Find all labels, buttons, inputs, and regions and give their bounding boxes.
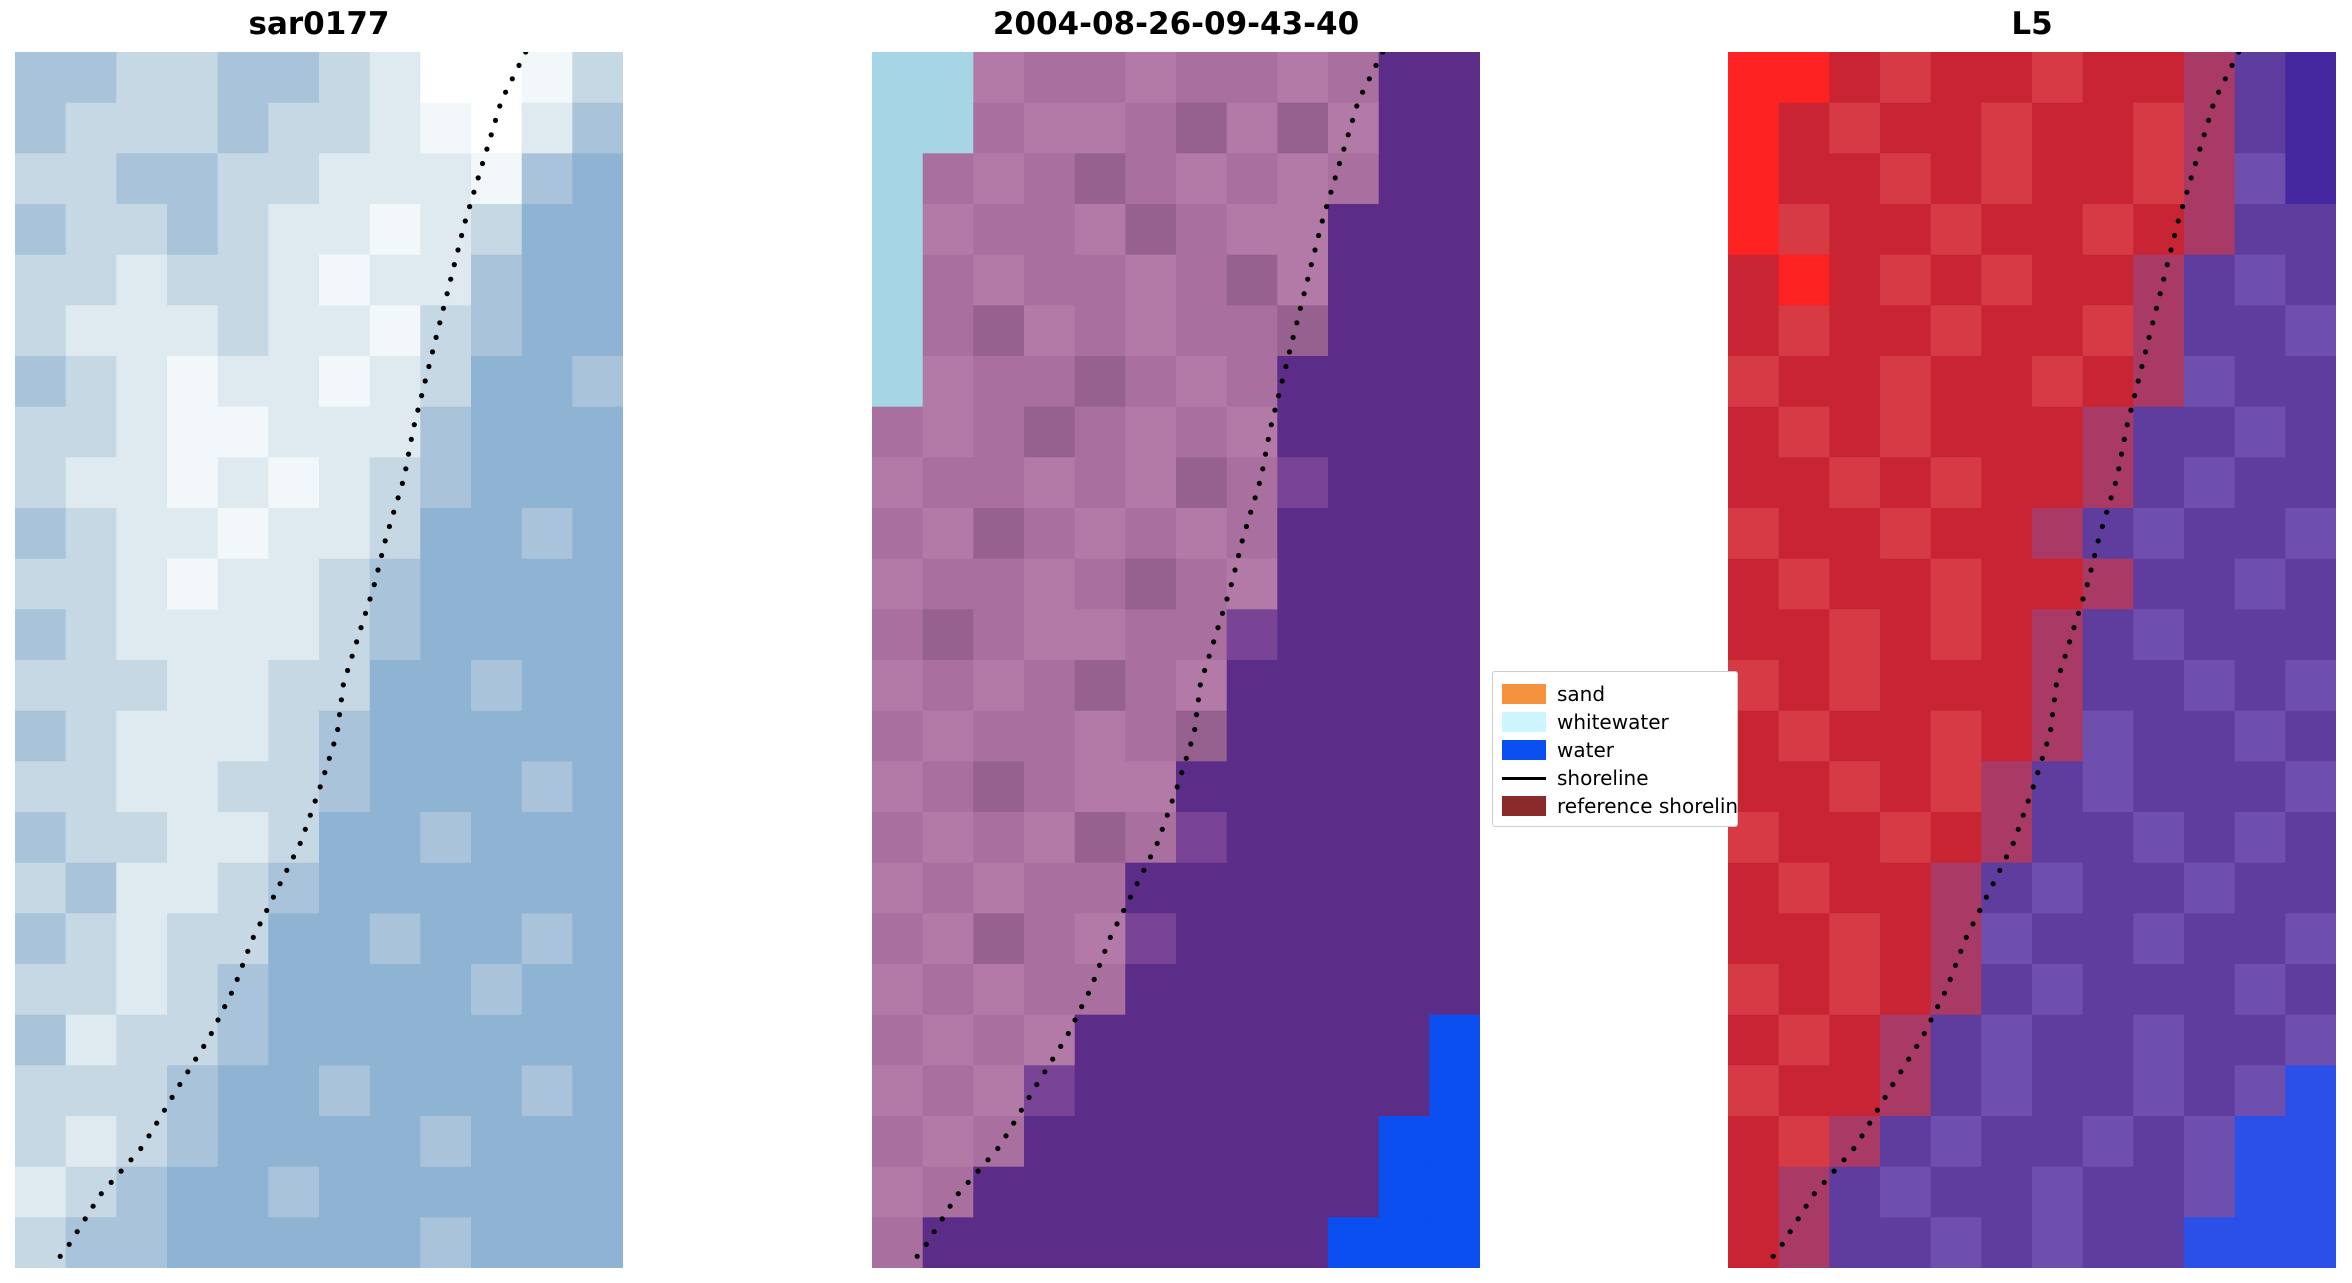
- legend: sand whitewater water shoreline reference sh…: [1492, 671, 1738, 827]
- legend-swatch-reference: [1502, 796, 1546, 816]
- legend-item-sand: sand: [1502, 680, 1737, 708]
- legend-label: shoreline: [1557, 766, 1649, 790]
- l5-image: [1728, 52, 2336, 1268]
- legend-label: water: [1557, 738, 1614, 762]
- panel-sar0177: sar0177: [15, 6, 623, 1268]
- legend-swatch-shoreline: [1502, 776, 1546, 780]
- legend-label: reference shoreline: [1557, 794, 1738, 818]
- panel-title-sar0177: sar0177: [248, 6, 390, 42]
- panel-classified-2004-08-26: 2004-08-26-09-43-40: [872, 6, 1480, 1268]
- legend-swatch-water: [1502, 740, 1546, 760]
- panel-title-date: 2004-08-26-09-43-40: [992, 6, 1360, 42]
- legend-swatch-whitewater: [1502, 712, 1546, 732]
- legend-item-shoreline: shoreline: [1502, 764, 1737, 792]
- classified-image: [872, 52, 1480, 1268]
- sar-image: [15, 52, 623, 1268]
- legend-swatch-sand: [1502, 684, 1546, 704]
- legend-label: whitewater: [1557, 710, 1669, 734]
- legend-item-whitewater: whitewater: [1502, 708, 1737, 736]
- legend-label: sand: [1557, 682, 1606, 706]
- panel-l5: L5: [1728, 6, 2336, 1268]
- legend-item-reference: reference shoreline: [1502, 792, 1737, 820]
- panel-title-l5: L5: [2011, 6, 2053, 42]
- legend-item-water: water: [1502, 736, 1737, 764]
